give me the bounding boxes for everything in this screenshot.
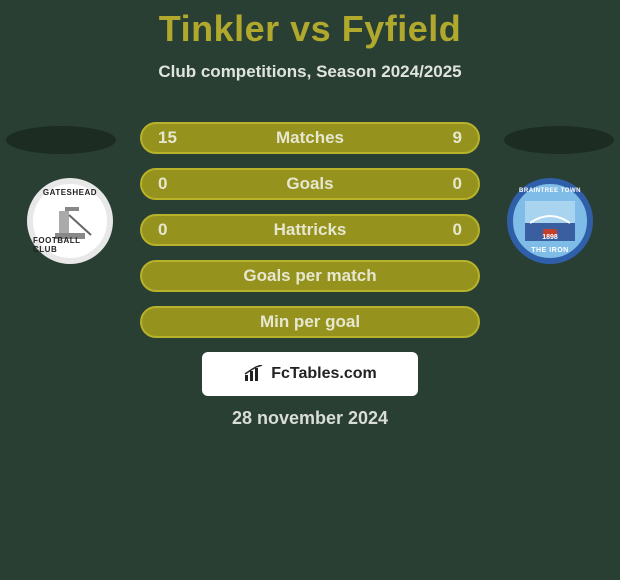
stat-label: Hattricks bbox=[142, 220, 478, 240]
comparison-card: Tinkler vs Fyfield Club competitions, Se… bbox=[0, 0, 620, 580]
page-title: Tinkler vs Fyfield bbox=[0, 8, 620, 50]
stat-row-matches: 15 Matches 9 bbox=[140, 122, 480, 154]
badge-left-top-text: GATESHEAD bbox=[43, 188, 97, 197]
footer-brand-text: FcTables.com bbox=[271, 365, 377, 383]
stat-label: Min per goal bbox=[142, 312, 478, 332]
stat-row-goals: 0 Goals 0 bbox=[140, 168, 480, 200]
badge-left-bottom-text: FOOTBALL CLUB bbox=[33, 236, 107, 254]
subtitle: Club competitions, Season 2024/2025 bbox=[0, 62, 620, 82]
club-badge-right: BRAINTREE TOWN 1898 THE IRON bbox=[500, 178, 600, 264]
club-badge-left: GATESHEAD FOOTBALL CLUB bbox=[20, 178, 120, 264]
footer-brand-box: FcTables.com bbox=[202, 352, 418, 396]
club-badge-right-inner: BRAINTREE TOWN 1898 THE IRON bbox=[507, 178, 593, 264]
player-shadow-left bbox=[6, 126, 116, 154]
stat-label: Matches bbox=[142, 128, 478, 148]
badge-right-bottom-text: THE IRON bbox=[531, 247, 568, 254]
badge-right-top-text: BRAINTREE TOWN bbox=[519, 188, 581, 194]
badge-right-year: 1898 bbox=[542, 234, 558, 241]
date-text: 28 november 2024 bbox=[0, 408, 620, 429]
club-badge-left-inner: GATESHEAD FOOTBALL CLUB bbox=[27, 178, 113, 264]
player-shadow-right bbox=[504, 126, 614, 154]
stat-label: Goals bbox=[142, 174, 478, 194]
stat-row-min-per-goal: Min per goal bbox=[140, 306, 480, 338]
stat-label: Goals per match bbox=[142, 266, 478, 286]
stat-row-hattricks: 0 Hattricks 0 bbox=[140, 214, 480, 246]
chart-icon bbox=[243, 365, 265, 383]
stat-row-goals-per-match: Goals per match bbox=[140, 260, 480, 292]
tower-icon bbox=[45, 201, 95, 241]
